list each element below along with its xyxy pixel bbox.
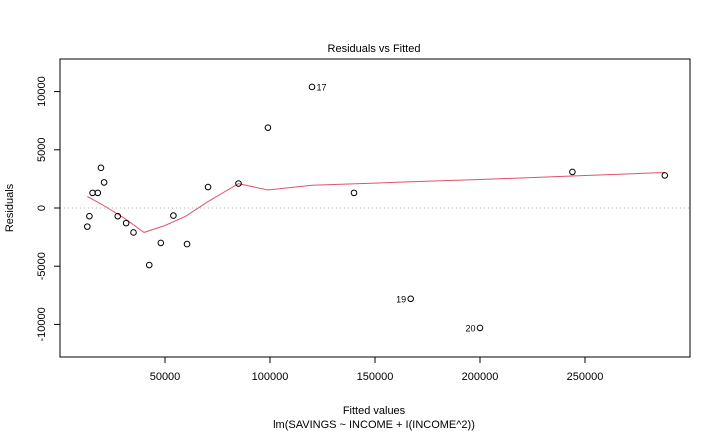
residual-point [86, 212, 93, 220]
residual-points [84, 83, 669, 332]
residual-point [157, 239, 165, 247]
residual-point [407, 295, 415, 303]
residual-point [122, 219, 130, 227]
x-axis-label: Fitted values [343, 405, 406, 417]
residual-point [100, 179, 108, 186]
point-label: 20 [465, 323, 475, 333]
model-formula-subtitle: lm(SAVINGS ~ INCOME + I(INCOME^2)) [273, 419, 475, 431]
residual-point [661, 172, 669, 179]
residual-point [130, 229, 137, 236]
plot-box [59, 58, 691, 358]
residual-point [94, 189, 102, 197]
residual-point [84, 223, 91, 230]
residual-point [350, 189, 358, 197]
point-label: 17 [317, 82, 327, 92]
y-axis-label: Residuals [4, 183, 16, 232]
residual-point [183, 240, 191, 248]
y-tick-label: 5000 [36, 138, 48, 162]
residual-point [264, 124, 272, 131]
residual-point [97, 164, 105, 172]
x-axis: 50000 100000 150000 200000 250000 [150, 356, 604, 383]
y-tick-label: -10000 [36, 307, 48, 341]
residual-point [170, 212, 177, 219]
x-tick-label: 250000 [567, 371, 604, 383]
residual-point [235, 180, 242, 187]
chart-title: Residuals vs Fitted [328, 43, 421, 55]
residual-point [204, 183, 212, 191]
smoother-line [87, 172, 665, 233]
y-tick-label: -5000 [36, 252, 48, 280]
point-label: 19 [396, 294, 406, 304]
x-tick-label: 200000 [462, 371, 499, 383]
residual-point [114, 212, 122, 220]
y-axis: -10000 -5000 0 5000 10000 [36, 76, 61, 342]
point-labels: 17 19 20 [317, 82, 476, 333]
residual-point [476, 324, 484, 332]
y-tick-label: 10000 [36, 76, 48, 107]
x-tick-label: 150000 [357, 371, 394, 383]
residual-point [308, 83, 316, 91]
y-tick-label: 0 [36, 205, 48, 211]
residual-point [569, 168, 576, 176]
residual-point [145, 261, 153, 269]
x-tick-label: 50000 [150, 371, 181, 383]
x-tick-label: 100000 [252, 371, 289, 383]
